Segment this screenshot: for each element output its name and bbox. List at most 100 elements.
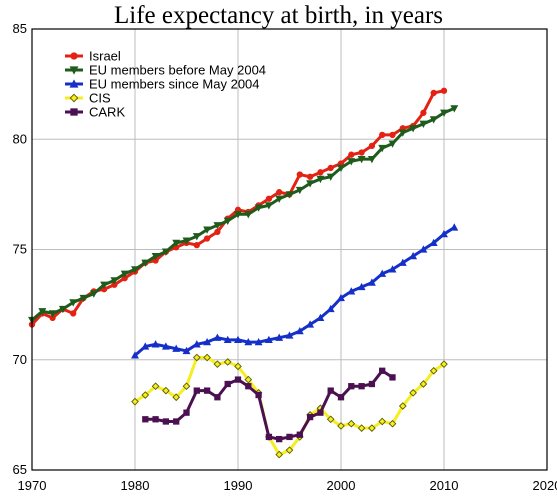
data-point [162, 418, 170, 425]
data-point [358, 383, 365, 390]
data-point [357, 155, 366, 164]
y-tick-label: 70 [13, 352, 27, 367]
data-point [213, 360, 222, 368]
data-point [398, 258, 407, 266]
y-tick-label: 65 [13, 462, 27, 477]
data-point [398, 129, 407, 137]
data-point [131, 397, 139, 406]
legend-label: CARK [89, 105, 125, 120]
series-eu-members-before-may-2004 [28, 105, 459, 325]
data-point [161, 342, 170, 350]
data-point [276, 189, 283, 196]
data-point [337, 164, 345, 173]
y-tick-label: 80 [13, 131, 27, 146]
data-point [429, 238, 438, 247]
data-point [388, 140, 397, 148]
data-point [182, 346, 191, 355]
data-point [203, 226, 212, 234]
data-point [151, 252, 160, 261]
x-tick-label: 2010 [430, 478, 459, 493]
data-point [379, 367, 386, 374]
data-point [120, 270, 129, 278]
data-point [347, 158, 356, 166]
data-point [69, 299, 78, 307]
data-point [234, 211, 242, 219]
data-point [193, 387, 200, 394]
data-point [192, 340, 201, 348]
data-point [264, 335, 273, 344]
data-point [419, 120, 428, 128]
legend-marker [69, 79, 79, 88]
data-point [255, 391, 262, 399]
data-point [378, 269, 387, 277]
data-point [316, 313, 325, 322]
axis-tick-labels: 1970 1980 1990 2000 2010 2020 65 70 75 80 85 [13, 21, 557, 493]
data-point [430, 89, 437, 97]
series-lines [28, 87, 459, 459]
data-point [223, 217, 232, 225]
data-point [409, 251, 418, 260]
legend-item: EU members before May 2004 [65, 63, 266, 78]
data-point [203, 337, 212, 346]
data-point [327, 387, 334, 394]
data-point [254, 204, 263, 212]
data-point [347, 419, 356, 428]
legend-item: Israel [65, 49, 121, 64]
legend-marker [69, 93, 79, 103]
data-point [223, 335, 232, 344]
data-point [295, 326, 304, 335]
data-point [326, 304, 335, 313]
data-point [420, 109, 427, 116]
data-point [141, 391, 150, 399]
data-point [142, 416, 149, 423]
data-point [275, 195, 284, 203]
legend-marker [70, 52, 78, 60]
data-point [286, 433, 293, 441]
data-point [306, 320, 315, 328]
data-point [440, 360, 448, 368]
x-tick-label: 2020 [533, 478, 557, 493]
data-point [244, 375, 253, 384]
data-point [151, 340, 160, 348]
data-point [89, 290, 98, 298]
data-point [285, 446, 294, 454]
data-point [306, 173, 314, 180]
data-point [244, 211, 253, 219]
data-point [192, 233, 201, 241]
data-point [409, 125, 418, 133]
data-point [357, 282, 366, 291]
x-tick-label: 1990 [224, 478, 253, 493]
y-tick-label: 85 [13, 21, 27, 36]
x-tick-label: 1970 [18, 478, 47, 493]
data-point [172, 344, 181, 352]
data-point [316, 175, 325, 184]
data-point [48, 310, 57, 318]
data-point [367, 278, 376, 286]
data-point [162, 386, 170, 395]
data-point [38, 308, 47, 316]
series-cark [142, 367, 396, 443]
data-point [214, 228, 221, 236]
data-point [337, 422, 345, 430]
data-point [234, 362, 242, 371]
legend-label: EU members since May 2004 [89, 77, 260, 92]
y-tick-label: 75 [13, 242, 27, 257]
data-point [348, 383, 355, 390]
data-point [110, 277, 119, 285]
legend-item: EU members since May 2004 [65, 77, 260, 92]
data-point [450, 105, 459, 113]
data-point [172, 239, 181, 248]
data-point [234, 376, 242, 383]
legend-item: CARK [65, 105, 125, 120]
data-point [368, 142, 376, 150]
data-point [295, 186, 304, 195]
data-point [213, 333, 222, 341]
series-line [145, 369, 394, 441]
data-point [265, 195, 273, 202]
data-point [58, 305, 67, 314]
data-point [193, 241, 200, 249]
data-point [347, 287, 356, 295]
data-point [141, 259, 150, 267]
data-point [368, 380, 376, 388]
